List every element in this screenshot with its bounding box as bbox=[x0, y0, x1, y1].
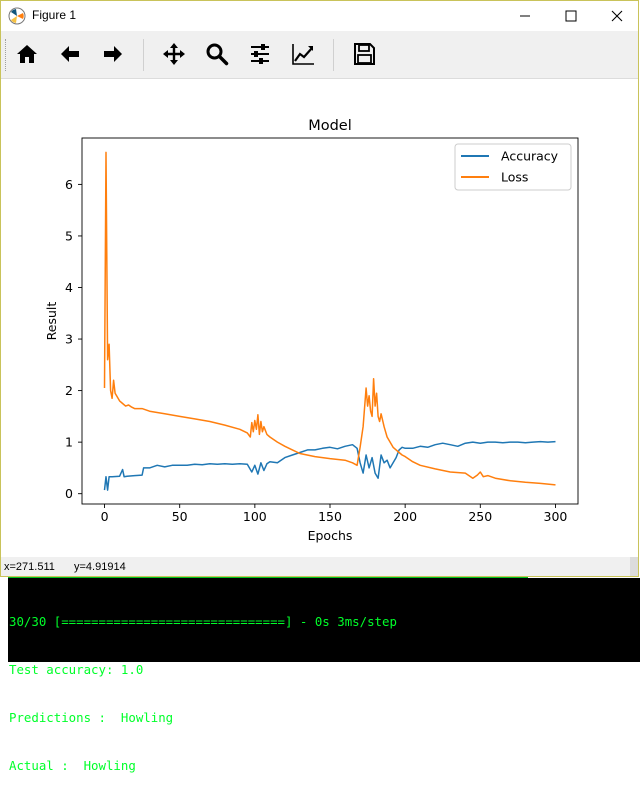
y-tick-label: 1 bbox=[65, 435, 73, 450]
y-tick-label: 2 bbox=[65, 383, 73, 398]
y-tick-label: 3 bbox=[65, 332, 73, 347]
status-scroll-edge bbox=[630, 557, 638, 576]
series-line-loss bbox=[103, 151, 556, 486]
home-button[interactable] bbox=[10, 37, 44, 71]
forward-button[interactable] bbox=[96, 37, 130, 71]
toolbar-separator bbox=[333, 39, 334, 71]
matplotlib-app-icon bbox=[8, 7, 26, 25]
terminal-console: 30/30 [==============================] -… bbox=[8, 578, 640, 773]
minimize-icon bbox=[520, 15, 530, 17]
window-title: Figure 1 bbox=[32, 8, 77, 22]
toolbar-separator bbox=[143, 39, 144, 71]
navigation-toolbar bbox=[1, 31, 638, 79]
cursor-x-readout: x=271.511 bbox=[4, 561, 55, 573]
x-tick-label: 300 bbox=[544, 509, 568, 524]
y-tick-label: 0 bbox=[65, 486, 73, 501]
zoom-button[interactable] bbox=[200, 37, 234, 71]
zoom-magnifier-icon bbox=[206, 43, 229, 66]
back-arrow-icon bbox=[61, 46, 79, 62]
close-icon bbox=[611, 10, 623, 22]
x-tick-label: 100 bbox=[243, 509, 267, 524]
legend-entry: Loss bbox=[501, 170, 528, 185]
cursor-y-readout: y=4.91914 bbox=[74, 561, 126, 573]
toolbar-grip bbox=[5, 39, 9, 71]
save-button[interactable] bbox=[347, 37, 381, 71]
series-line-accuracy bbox=[103, 440, 556, 491]
figure-window: Figure 1 bbox=[0, 0, 639, 577]
home-icon bbox=[17, 45, 37, 63]
maximize-button[interactable] bbox=[548, 1, 594, 31]
x-tick-label: 0 bbox=[101, 509, 109, 524]
edit-axis-button[interactable] bbox=[286, 37, 320, 71]
x-axis-label: Epochs bbox=[308, 528, 353, 543]
y-tick-label: 5 bbox=[65, 228, 73, 243]
x-tick-label: 200 bbox=[393, 509, 417, 524]
plot-frame bbox=[81, 137, 579, 505]
title-bar: Figure 1 bbox=[1, 1, 638, 31]
chart-title: Model bbox=[308, 118, 352, 134]
pan-button[interactable] bbox=[157, 37, 191, 71]
configure-subplots-icon bbox=[251, 44, 269, 64]
y-axis-label: Result bbox=[44, 302, 59, 341]
y-tick-label: 4 bbox=[65, 280, 73, 295]
console-line: Predictions : Howling bbox=[9, 710, 174, 725]
configure-subplots-button[interactable] bbox=[243, 37, 277, 71]
maximize-icon bbox=[565, 10, 577, 22]
chart-svg: 0 50 100 150 200 250 300 0 1 2 3 4 5 6 Model Epochs Resu… bbox=[44, 118, 579, 543]
minimize-button[interactable] bbox=[502, 1, 548, 31]
x-tick-label: 250 bbox=[468, 509, 492, 524]
console-line: 30/30 [==============================] -… bbox=[9, 614, 397, 629]
legend-entry: Accuracy bbox=[501, 149, 559, 164]
pan-move-icon bbox=[163, 43, 185, 65]
edit-axis-curve-icon bbox=[292, 44, 314, 65]
forward-arrow-icon bbox=[104, 46, 122, 62]
console-line: Actual : Howling bbox=[9, 758, 136, 773]
x-tick-label: 150 bbox=[318, 509, 342, 524]
figure-canvas[interactable]: 0 50 100 150 200 250 300 0 1 2 3 4 5 6 Model Epochs Resu… bbox=[1, 79, 638, 555]
chart-legend: Accuracy Loss bbox=[454, 143, 572, 191]
back-button[interactable] bbox=[53, 37, 87, 71]
y-tick-label: 6 bbox=[65, 177, 73, 192]
x-tick-label: 50 bbox=[172, 509, 188, 524]
console-line: Test accuracy: 1.0 bbox=[9, 662, 144, 677]
save-floppy-icon bbox=[354, 43, 375, 65]
status-bar: x=271.511 y=4.91914 bbox=[1, 557, 638, 576]
close-button[interactable] bbox=[594, 1, 640, 31]
